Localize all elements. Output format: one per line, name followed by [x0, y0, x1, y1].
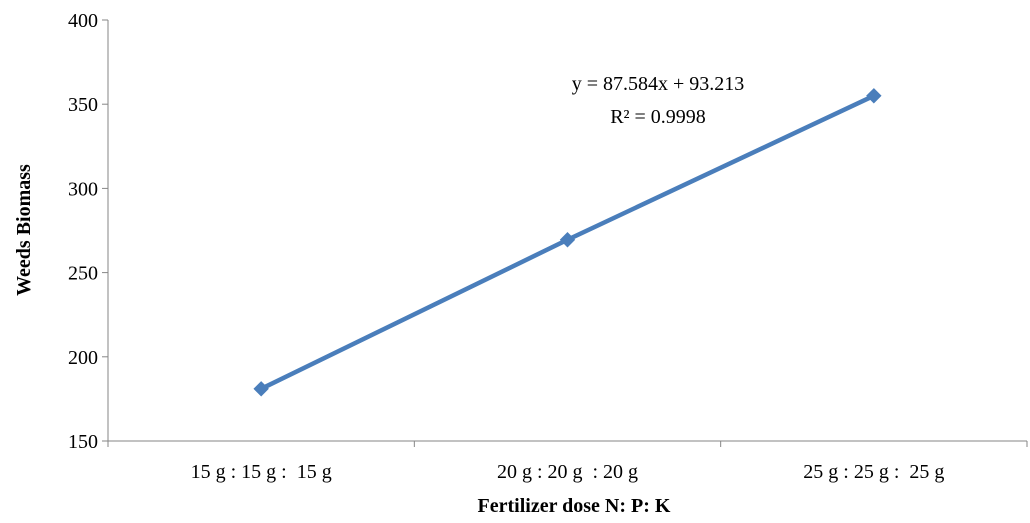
r-squared-label: R² = 0.9998: [610, 106, 706, 128]
y-tick-label: 350: [68, 94, 98, 116]
trendline-equation: y = 87.584x + 93.213: [572, 73, 745, 95]
y-tick-label: 300: [68, 178, 98, 200]
x-tick-label: 15 g : 15 g : 15 g: [191, 461, 332, 483]
y-tick-label: 250: [68, 263, 98, 285]
data-point-marker: [559, 232, 576, 248]
x-tick-label: 20 g : 20 g : 20 g: [497, 461, 638, 483]
x-tick-label: 25 g : 25 g : 25 g: [803, 461, 944, 483]
x-axis-title: Fertilizer dose N: P: K: [478, 495, 671, 517]
y-tick-label: 200: [68, 347, 98, 369]
y-tick-label: 400: [68, 10, 98, 32]
y-axis: 150 200 250 300 350 400: [68, 10, 109, 453]
series-layer: [253, 88, 882, 397]
y-axis-title: Weeds Biomass: [13, 164, 35, 296]
data-point-marker: [253, 381, 269, 397]
data-point-marker: [866, 88, 882, 104]
x-axis: 15 g : 15 g : 15 g 20 g : 20 g : 20 g 25 g…: [107, 440, 1028, 483]
y-tick-label: 150: [68, 431, 98, 453]
